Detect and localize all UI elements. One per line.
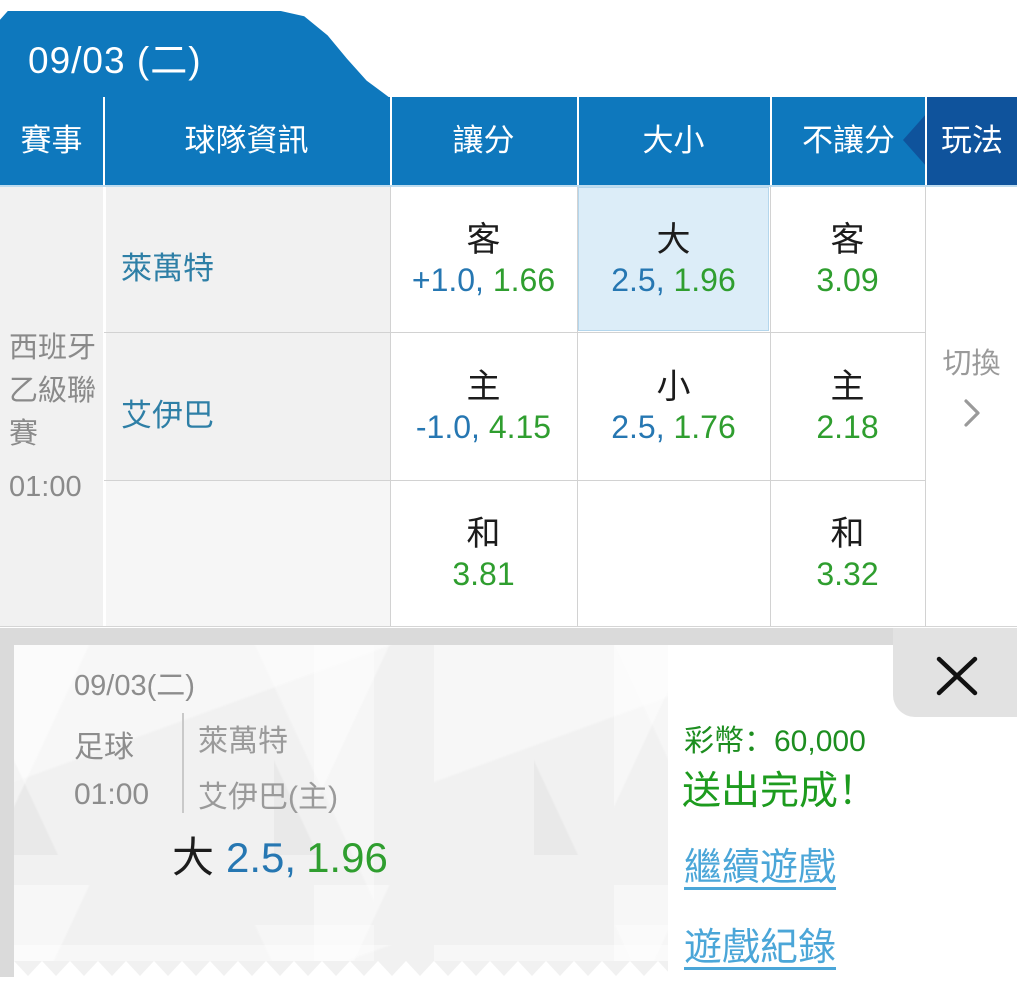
header-handicap: 讓分 xyxy=(452,123,515,158)
odds-side-label: 和 xyxy=(466,514,501,553)
header-underline xyxy=(0,185,1017,187)
odds-point: +1.0, xyxy=(411,261,484,298)
grid-line xyxy=(770,187,771,626)
odds-point: 2.5, xyxy=(611,408,665,445)
grid-line xyxy=(925,187,926,626)
odds-side-label: 和 xyxy=(830,514,865,553)
submit-status: 送出完成！ xyxy=(682,770,878,813)
grid-line xyxy=(104,332,925,333)
odds-cell-moneyline-draw[interactable]: 和 3.32 xyxy=(770,481,925,625)
league-name-line: 乙級聯 xyxy=(9,375,97,407)
odds-value: 1.66 xyxy=(492,261,556,298)
panel-backdrop xyxy=(0,628,1017,645)
odds-side-label: 客 xyxy=(830,220,865,259)
grid-line xyxy=(104,187,106,626)
odds-value: 1.76 xyxy=(673,408,736,445)
table-bottom-border xyxy=(0,626,1017,627)
switch-label: 切換 xyxy=(942,348,1001,380)
odds-side-label: 客 xyxy=(466,220,501,259)
play-header-cell xyxy=(927,97,1017,185)
close-icon[interactable] xyxy=(935,655,979,697)
chevron-right-icon xyxy=(963,399,980,427)
header-event: 賽事 xyxy=(20,123,83,158)
header-team-info: 球隊資訊 xyxy=(184,123,309,158)
header-divider xyxy=(770,97,772,185)
league-info: 西班牙 乙級聯 賽 01:00 xyxy=(9,327,103,509)
odds-cell-moneyline-home[interactable]: 主 2.18 xyxy=(770,333,925,479)
odds-cell-under[interactable]: 小 2.5, 1.76 xyxy=(577,333,770,479)
odds-value: 2.18 xyxy=(816,408,879,445)
league-column xyxy=(0,187,103,626)
odds-point: 2.5, xyxy=(611,261,665,298)
header-divider xyxy=(577,97,579,185)
slip-bet-line: 大 2.5, 1.96 xyxy=(172,824,388,885)
home-team-name: 艾伊巴 xyxy=(121,398,214,433)
odds-side-label: 主 xyxy=(830,367,865,406)
odds-value: 3.09 xyxy=(816,261,879,298)
slip-bet-side: 大 xyxy=(172,834,215,881)
odds-side-label: 小 xyxy=(656,367,691,406)
header-divider xyxy=(390,97,392,185)
slip-receipt-card xyxy=(14,645,668,961)
odds-value: 1.96 xyxy=(673,261,736,298)
odds-value: 3.32 xyxy=(816,555,879,592)
grid-line xyxy=(104,480,925,481)
header-over-under: 大小 xyxy=(642,123,705,158)
play-header-notch-icon xyxy=(903,113,927,167)
receipt-sawtooth-edge xyxy=(14,961,668,976)
league-name-line: 賽 xyxy=(9,418,39,450)
header-divider xyxy=(103,97,105,185)
league-name-line: 西班牙 xyxy=(9,332,97,364)
header-no-handicap: 不讓分 xyxy=(802,123,895,158)
game-history-link[interactable]: 遊戲紀錄 xyxy=(684,927,837,969)
slip-away-team: 萊萬特 xyxy=(198,725,288,758)
odds-cell-handicap-draw[interactable]: 和 3.81 xyxy=(390,481,577,625)
slip-home-team: 艾伊巴(主) xyxy=(198,781,338,814)
slip-date: 09/03(二) xyxy=(74,670,195,702)
switch-play-button[interactable]: 切換 xyxy=(926,340,1017,470)
slip-bet-point: 2.5, xyxy=(226,834,297,881)
odds-side-label: 主 xyxy=(466,367,501,406)
slip-bet-odds: 1.96 xyxy=(306,834,388,881)
odds-cell-over-selected[interactable]: 大 2.5, 1.96 xyxy=(577,187,770,331)
header-divider xyxy=(925,97,927,185)
coins-balance: 彩幣：60,000 xyxy=(684,725,866,758)
selected-odds-highlight xyxy=(578,187,769,331)
team-cell-empty xyxy=(105,481,390,626)
odds-side-label: 大 xyxy=(656,220,691,259)
date-tab-label: 09/03 (二) xyxy=(28,40,202,81)
odds-cell-moneyline-away[interactable]: 客 3.09 xyxy=(770,187,925,331)
grid-line xyxy=(577,187,578,626)
grid-line xyxy=(390,187,391,626)
odds-point: -1.0, xyxy=(415,408,480,445)
match-time: 01:00 xyxy=(9,471,82,503)
slip-time: 01:00 xyxy=(74,778,150,811)
odds-cell-handicap-home[interactable]: 主 -1.0, 4.15 xyxy=(390,333,577,479)
slip-sport: 足球 xyxy=(74,731,134,764)
odds-value: 4.15 xyxy=(488,408,552,445)
continue-game-link[interactable]: 繼續遊戲 xyxy=(684,847,837,889)
odds-cell-handicap-away[interactable]: 客 +1.0, 1.66 xyxy=(390,187,577,331)
header-play: 玩法 xyxy=(941,123,1003,158)
slip-divider xyxy=(182,713,184,813)
panel-backdrop-left xyxy=(0,628,14,977)
odds-value: 3.81 xyxy=(452,555,515,592)
away-team-name: 萊萬特 xyxy=(121,251,214,286)
